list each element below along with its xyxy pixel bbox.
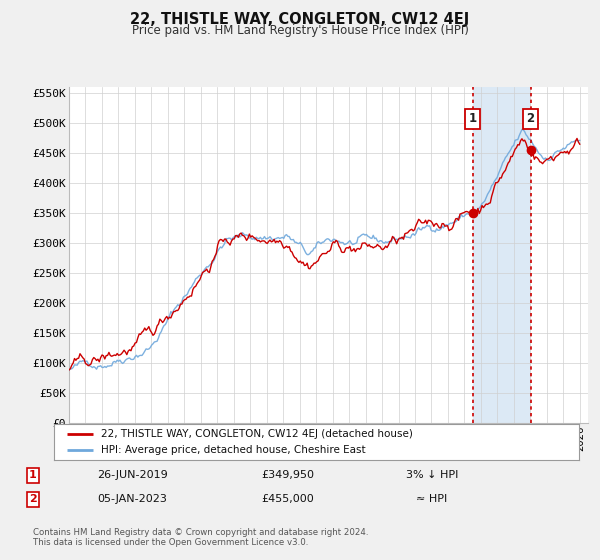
Text: Price paid vs. HM Land Registry's House Price Index (HPI): Price paid vs. HM Land Registry's House … (131, 24, 469, 37)
Text: 3% ↓ HPI: 3% ↓ HPI (406, 470, 458, 480)
Bar (473, 87, 530, 423)
Text: 2: 2 (29, 494, 37, 505)
Text: 05-JAN-2023: 05-JAN-2023 (97, 494, 167, 505)
Text: Contains HM Land Registry data © Crown copyright and database right 2024.: Contains HM Land Registry data © Crown c… (33, 528, 368, 536)
Text: 1: 1 (29, 470, 37, 480)
Bar (530, 87, 588, 423)
Text: £455,000: £455,000 (262, 494, 314, 505)
Text: 2: 2 (527, 112, 535, 125)
Text: ≈ HPI: ≈ HPI (416, 494, 448, 505)
Text: 22, THISTLE WAY, CONGLETON, CW12 4EJ (detached house): 22, THISTLE WAY, CONGLETON, CW12 4EJ (de… (101, 429, 413, 438)
Text: £349,950: £349,950 (262, 470, 314, 480)
Text: HPI: Average price, detached house, Cheshire East: HPI: Average price, detached house, Ches… (101, 446, 366, 455)
Bar (530, 87, 588, 423)
Text: This data is licensed under the Open Government Licence v3.0.: This data is licensed under the Open Gov… (33, 538, 308, 547)
Text: 26-JUN-2019: 26-JUN-2019 (97, 470, 167, 480)
Text: 22, THISTLE WAY, CONGLETON, CW12 4EJ: 22, THISTLE WAY, CONGLETON, CW12 4EJ (130, 12, 470, 27)
Text: 1: 1 (469, 112, 476, 125)
